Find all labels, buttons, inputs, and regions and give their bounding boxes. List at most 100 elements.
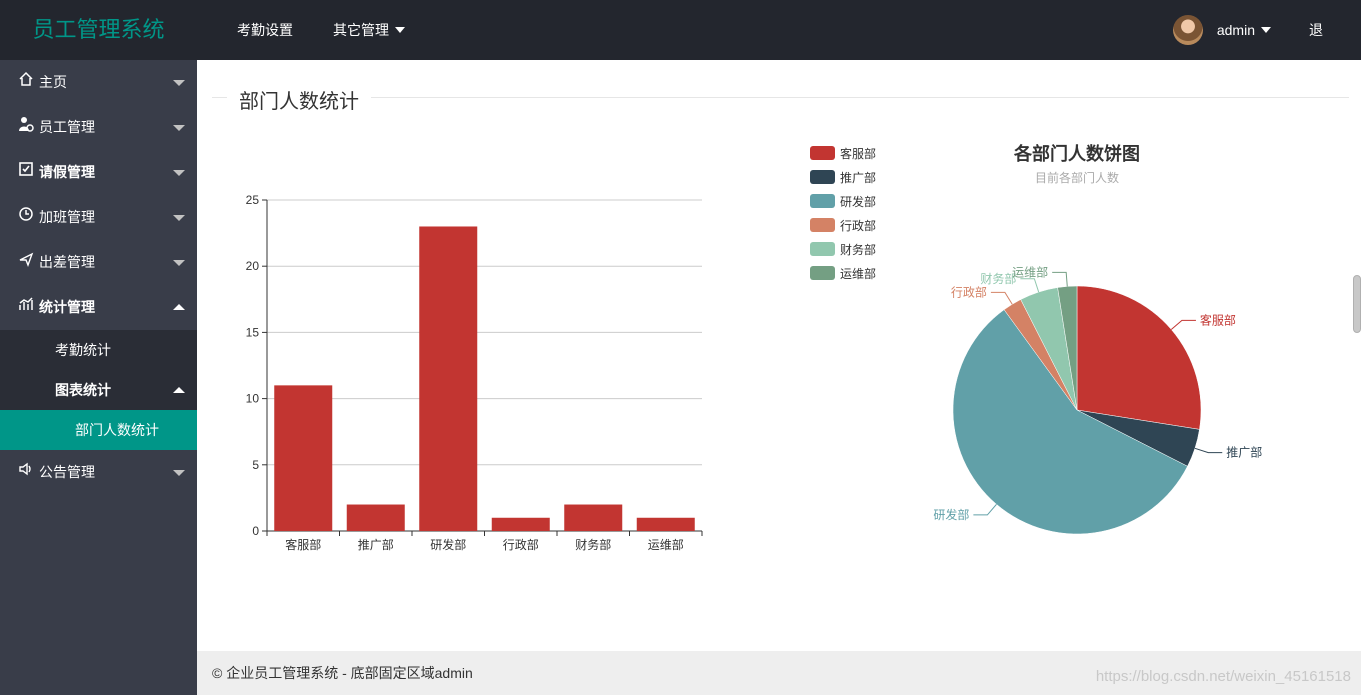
label-leader-line xyxy=(990,291,1013,305)
nav-label: 考勤设置 xyxy=(237,22,293,38)
bar[interactable] xyxy=(636,517,695,531)
chevron-down-icon xyxy=(173,125,185,131)
y-tick-label: 10 xyxy=(246,392,260,406)
legend-label[interactable]: 研发部 xyxy=(840,194,876,209)
avatar[interactable] xyxy=(1173,15,1203,45)
legend-label[interactable]: 财务部 xyxy=(840,242,876,257)
sidebar-item-label: 出差管理 xyxy=(39,254,95,270)
sidebar-item-overtime[interactable]: 加班管理 xyxy=(0,195,197,240)
sidebar-item-label: 统计管理 xyxy=(39,299,95,315)
chevron-down-icon xyxy=(173,80,185,86)
chevron-down-icon xyxy=(1261,27,1271,34)
y-tick-label: 0 xyxy=(252,524,259,538)
home-icon xyxy=(17,60,35,105)
statistics-submenu: 考勤统计 图表统计 部门人数统计 xyxy=(0,330,197,450)
pie-slice[interactable] xyxy=(1076,285,1202,430)
footer-text: © 企业员工管理系统 - 底部固定区域admin xyxy=(212,665,473,681)
top-header: 员工管理系统 考勤设置 其它管理 admin 退出 xyxy=(0,0,1361,98)
nav-other-management[interactable]: 其它管理 xyxy=(333,0,405,60)
chevron-down-icon xyxy=(173,215,185,221)
scrollbar-thumb[interactable] xyxy=(1353,275,1361,333)
sidebar-item-chart-stats[interactable]: 图表统计 xyxy=(0,370,197,410)
chevron-down-icon xyxy=(173,260,185,266)
sidebar-item-label: 公告管理 xyxy=(39,464,95,480)
legend-swatch[interactable] xyxy=(810,194,835,208)
y-tick-label: 20 xyxy=(246,259,260,273)
legend-label[interactable]: 客服部 xyxy=(840,146,876,161)
chevron-down-icon xyxy=(173,170,185,176)
chart-title: 各部门人数饼图 xyxy=(1013,143,1140,164)
sidebar-item-label: 请假管理 xyxy=(39,164,95,180)
label-leader-line xyxy=(1052,271,1068,287)
x-tick-label: 财务部 xyxy=(575,537,611,552)
pie-slice[interactable] xyxy=(1057,285,1078,411)
username-label: admin xyxy=(1216,22,1255,38)
slice-label: 推广部 xyxy=(1226,445,1262,460)
sidebar-item-announcements[interactable]: 公告管理 xyxy=(0,450,197,495)
y-tick-label: 15 xyxy=(246,325,260,339)
clock-icon xyxy=(17,195,35,240)
x-tick-label: 行政部 xyxy=(503,537,539,552)
legend-label[interactable]: 运维部 xyxy=(840,266,876,281)
leave-icon xyxy=(17,150,35,195)
bar-chart: 0 5 10 15 20 25 客服部 推广部 研发部 行政部 财务部 运维部 xyxy=(246,193,703,552)
section-divider xyxy=(212,97,1349,98)
legend-swatch[interactable] xyxy=(810,242,835,256)
user-menu[interactable]: admin xyxy=(1217,0,1271,60)
sidebar-item-business-trip[interactable]: 出差管理 xyxy=(0,240,197,285)
main-content: 部门人数统计 0 5 10 15 20 25 客服部 推广部 研发部 行政部 财务部 运维部 各部门人… xyxy=(197,60,1361,651)
legend-label[interactable]: 推广部 xyxy=(840,170,876,185)
sidebar-item-label: 图表统计 xyxy=(55,382,111,398)
chart-subtitle: 目前各部门人数 xyxy=(1035,170,1119,185)
legend-swatch[interactable] xyxy=(810,170,835,184)
sidebar-item-label: 加班管理 xyxy=(39,209,95,225)
sidebar-item-label: 部门人数统计 xyxy=(75,422,159,438)
y-tick-label: 5 xyxy=(252,458,259,472)
chevron-down-icon xyxy=(395,27,405,34)
sidebar: 主页 员工管理 请假管理 加班管理 出差管理 统计管理 考勤统计 图表统计 部门… xyxy=(0,60,197,695)
legend-swatch[interactable] xyxy=(810,266,835,280)
slice-label: 财务部 xyxy=(980,271,1016,286)
sidebar-item-employees[interactable]: 员工管理 xyxy=(0,105,197,150)
nav-attendance-settings[interactable]: 考勤设置 xyxy=(237,0,293,60)
page-title: 部门人数统计 xyxy=(227,85,371,114)
y-tick-label: 25 xyxy=(246,193,260,207)
sidebar-item-label: 员工管理 xyxy=(39,119,95,135)
slice-label: 运维部 xyxy=(1012,264,1048,279)
bar[interactable] xyxy=(491,517,550,531)
slice-label: 研发部 xyxy=(933,507,969,522)
sidebar-item-leave[interactable]: 请假管理 xyxy=(0,150,197,195)
x-tick-label: 推广部 xyxy=(358,537,394,552)
x-tick-label: 客服部 xyxy=(285,537,321,552)
footer: © 企业员工管理系统 - 底部固定区域admin xyxy=(197,651,1361,695)
sidebar-item-attendance-stats[interactable]: 考勤统计 xyxy=(0,330,197,370)
legend-swatch[interactable] xyxy=(810,146,835,160)
chart-icon xyxy=(17,285,35,330)
sidebar-item-statistics[interactable]: 统计管理 xyxy=(0,285,197,330)
label-leader-line xyxy=(973,503,997,516)
sidebar-item-label: 考勤统计 xyxy=(55,342,111,358)
legend-swatch[interactable] xyxy=(810,218,835,232)
nav-label: 其它管理 xyxy=(333,22,389,38)
bar[interactable] xyxy=(564,504,623,531)
pie-slice[interactable] xyxy=(952,309,1188,535)
plane-icon xyxy=(17,240,35,285)
sidebar-item-home[interactable]: 主页 xyxy=(0,60,197,105)
bar[interactable] xyxy=(346,504,405,531)
x-tick-label: 研发部 xyxy=(430,537,466,552)
speaker-icon xyxy=(17,450,35,495)
bar[interactable] xyxy=(419,226,478,532)
pie-chart: 各部门人数饼图目前各部门人数客服部推广部研发部行政部财务部运维部客服部推广部研发… xyxy=(810,143,1262,535)
label-leader-line xyxy=(1194,447,1223,454)
sidebar-item-label: 主页 xyxy=(39,74,67,90)
bar[interactable] xyxy=(274,385,333,531)
slice-label: 行政部 xyxy=(951,284,987,299)
legend-label[interactable]: 行政部 xyxy=(840,218,876,233)
chevron-up-icon xyxy=(173,304,185,310)
sidebar-item-dept-headcount[interactable]: 部门人数统计 xyxy=(0,410,197,450)
watermark: https://blog.csdn.net/weixin_45161518 xyxy=(1095,668,1351,685)
user-icon xyxy=(17,105,35,150)
slice-label: 客服部 xyxy=(1200,312,1236,327)
app-logo[interactable]: 员工管理系统 xyxy=(32,17,165,42)
chevron-up-icon xyxy=(173,387,185,393)
